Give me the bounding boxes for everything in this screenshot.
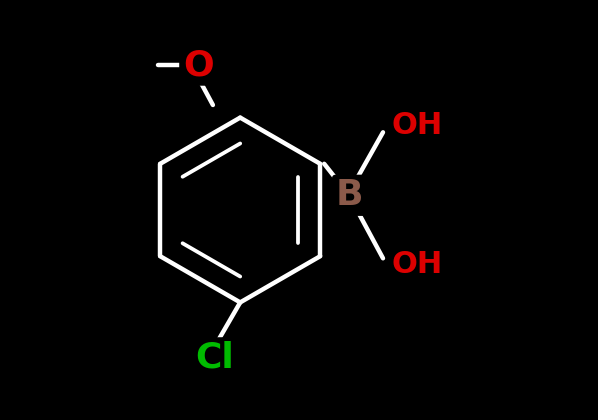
Text: O: O	[183, 48, 213, 82]
Text: B: B	[335, 178, 363, 212]
Text: Cl: Cl	[196, 341, 234, 375]
Text: OH: OH	[392, 250, 443, 279]
Text: OH: OH	[392, 111, 443, 141]
